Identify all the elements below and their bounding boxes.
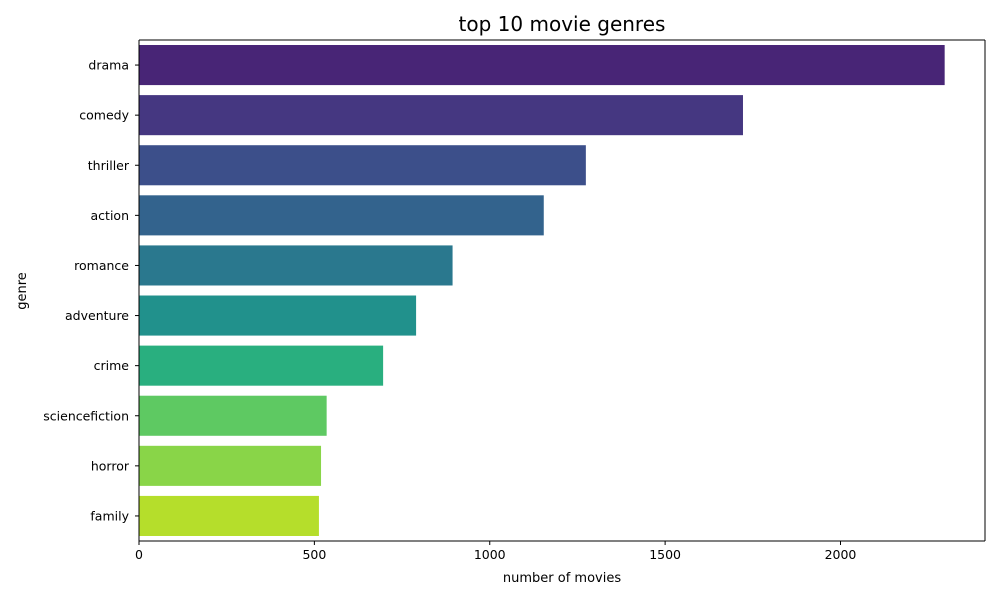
bar-drama — [139, 45, 945, 86]
bar-sciencefiction — [139, 395, 327, 436]
y-tick-label: horror — [91, 458, 130, 473]
x-tick-label: 0 — [135, 547, 143, 562]
y-tick-label: action — [91, 208, 129, 223]
x-tick-label: 500 — [302, 547, 326, 562]
y-tick-label: crime — [94, 358, 130, 373]
bar-family — [139, 495, 319, 536]
y-tick-label: romance — [74, 258, 129, 273]
bar-adventure — [139, 295, 417, 336]
axes-frame — [138, 39, 986, 542]
y-axis-label: genre — [15, 272, 30, 310]
x-tick-label: 1000 — [474, 547, 506, 562]
bar-crime — [139, 345, 384, 386]
y-tick-label: comedy — [79, 108, 129, 123]
x-axis-label: number of movies — [503, 571, 621, 586]
bar-action — [139, 195, 544, 236]
y-tick-label: drama — [88, 58, 129, 73]
x-tick-label: 2000 — [825, 547, 857, 562]
y-tick-label: thriller — [88, 158, 130, 173]
chart-title: top 10 movie genres — [459, 12, 666, 36]
y-tick-label: adventure — [65, 308, 129, 323]
bar-thriller — [139, 145, 586, 186]
x-axis-ticks: 0 500 1000 1500 2000 — [135, 541, 856, 562]
y-axis-ticks: drama comedy thriller action romance adventur… — [43, 58, 139, 523]
bar-horror — [139, 445, 322, 486]
bar-comedy — [139, 95, 743, 136]
bars-group — [139, 45, 945, 536]
bar-romance — [139, 245, 453, 286]
x-tick-label: 1500 — [649, 547, 681, 562]
y-tick-label: family — [90, 508, 129, 523]
y-tick-label: sciencefiction — [43, 408, 129, 423]
